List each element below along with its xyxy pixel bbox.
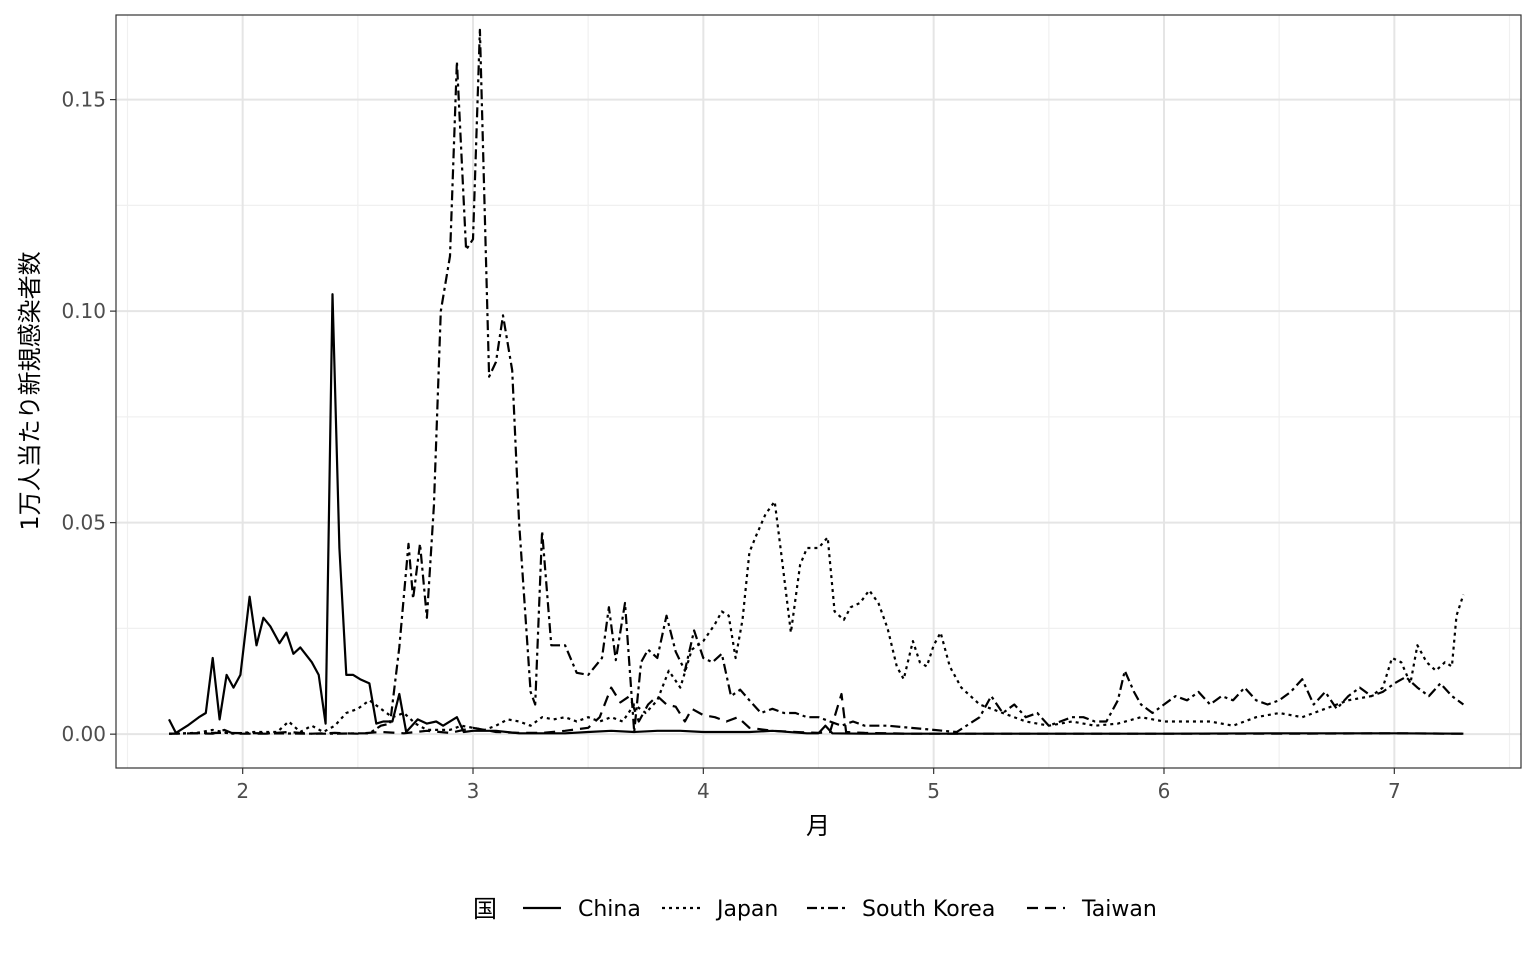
y-tick-label: 0.15: [61, 88, 106, 112]
series-line-taiwan: [168, 686, 1464, 735]
y-tick-label: 0.10: [61, 299, 106, 323]
series-line-south-korea: [168, 28, 1465, 735]
legend-label-taiwan: Taiwan: [1081, 897, 1157, 922]
x-tick-label: 6: [1158, 779, 1171, 803]
plot-panel-border: [115, 14, 1522, 769]
x-tick-label: 5: [927, 779, 940, 803]
y-axis: 0.00 0.05 0.10 0.15: [61, 88, 116, 746]
x-tick-label: 4: [697, 779, 710, 803]
x-axis: 2 3 4 5 6 7: [236, 768, 1401, 803]
legend-title: 国: [473, 895, 497, 923]
series-lines: [168, 28, 1465, 735]
y-tick-label: 0.05: [61, 511, 106, 535]
legend-label-china: China: [578, 897, 641, 922]
x-tick-label: 2: [236, 779, 249, 803]
y-axis-title: 1万人当たり新規感染者数: [16, 251, 44, 530]
x-axis-title: 月: [806, 812, 830, 840]
x-tick-label: 7: [1388, 779, 1401, 803]
grid-major: [116, 15, 1521, 768]
legend: 国 China Japan South Korea Taiwan: [473, 895, 1157, 923]
legend-label-south-korea: South Korea: [862, 897, 995, 922]
grid-minor: [116, 15, 1521, 768]
x-tick-label: 3: [467, 779, 480, 803]
y-tick-label: 0.00: [61, 722, 106, 746]
legend-label-japan: Japan: [715, 897, 778, 922]
